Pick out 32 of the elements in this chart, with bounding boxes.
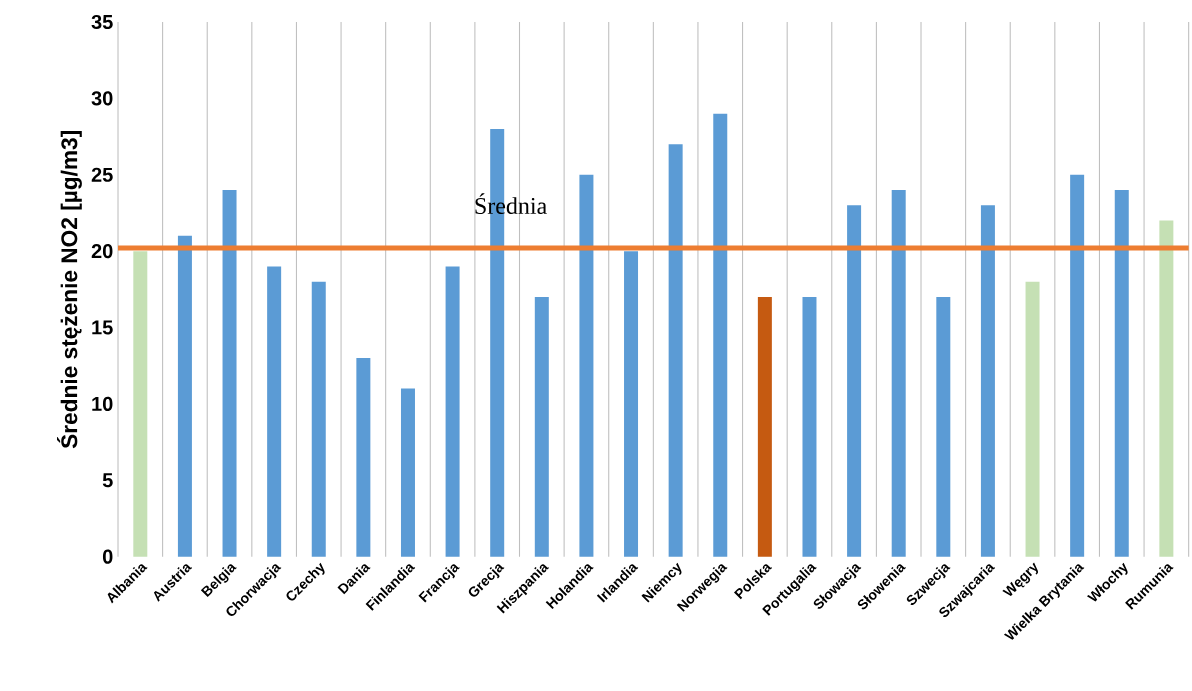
y-tick-label: 35 — [91, 15, 113, 30]
y-axis-title: Średnie stężenie NO2 [µg/m3] — [56, 131, 82, 449]
bar — [579, 174, 594, 557]
y-tick-label: 10 — [92, 396, 113, 412]
bar — [445, 266, 460, 557]
bar — [400, 388, 415, 557]
y-tick-label: 0 — [102, 549, 113, 564]
bar — [847, 205, 862, 557]
y-tick-label: 5 — [102, 473, 113, 488]
bar — [311, 281, 326, 557]
bar — [267, 266, 282, 557]
bar — [356, 358, 371, 557]
bar — [757, 297, 772, 557]
bar — [891, 190, 906, 557]
bar — [1114, 190, 1129, 557]
bar — [624, 251, 639, 557]
bar — [980, 205, 995, 557]
bar — [222, 190, 237, 557]
bar — [668, 144, 683, 557]
bar — [936, 297, 951, 557]
bar — [1025, 281, 1040, 557]
bar — [802, 297, 817, 557]
bar — [1070, 174, 1085, 557]
y-tick-label: 30 — [91, 91, 113, 106]
y-tick-label: 25 — [91, 167, 113, 182]
bar — [133, 251, 148, 557]
bar — [1159, 220, 1174, 557]
y-tick-label: 15 — [92, 320, 113, 335]
bar — [177, 236, 192, 557]
y-tick-label: 20 — [91, 244, 113, 259]
bar — [534, 297, 549, 557]
bar — [713, 113, 728, 557]
